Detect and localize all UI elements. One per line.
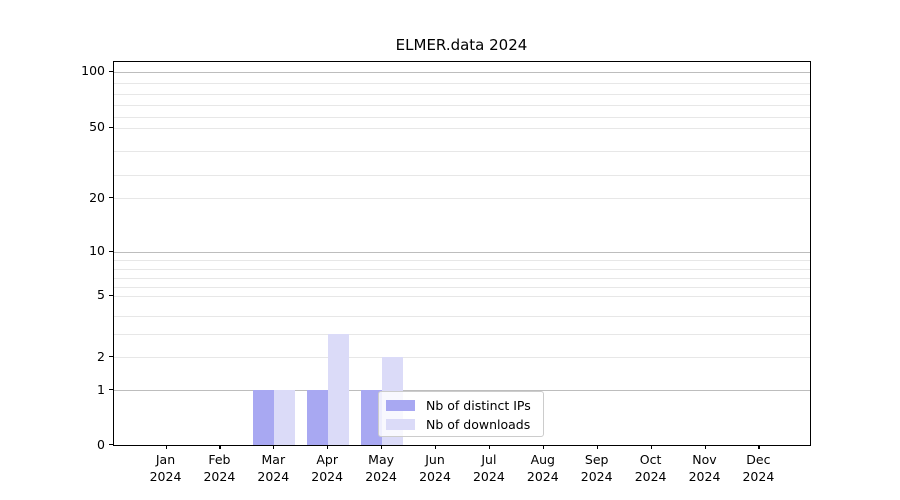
x-tick-year: 2024 xyxy=(688,468,721,484)
y-tick-mark xyxy=(109,250,113,252)
x-tick-label: Jul 2024 xyxy=(457,452,521,485)
y-tick-label: 10 xyxy=(89,243,105,259)
y-gridline xyxy=(114,357,810,358)
y-minor-gridline xyxy=(114,82,810,84)
y-tick-label: 2 xyxy=(97,348,105,364)
x-tick-label: Jun 2024 xyxy=(403,452,467,485)
y-minor-gridline xyxy=(114,277,810,279)
plot-area xyxy=(113,61,811,446)
x-tick-label: Jan 2024 xyxy=(134,452,198,485)
x-tick-year: 2024 xyxy=(419,468,451,484)
y-tick-label: 5 xyxy=(97,287,105,302)
x-tick-mark xyxy=(327,445,329,449)
x-tick-label: Dec 2024 xyxy=(726,452,790,485)
x-tick-label: Aug 2024 xyxy=(511,452,575,485)
y-gridline xyxy=(114,251,810,253)
y-gridline xyxy=(114,71,810,73)
x-tick-mark xyxy=(650,445,652,449)
x-tick-month: Jul xyxy=(481,452,497,467)
y-minor-gridline xyxy=(114,316,810,317)
x-tick-label: Mar 2024 xyxy=(241,452,305,485)
y-tick-mark xyxy=(109,197,113,199)
x-tick-mark xyxy=(435,445,437,449)
x-tick-year: 2024 xyxy=(634,468,667,484)
y-tick-label: 50 xyxy=(89,119,105,135)
y-gridline xyxy=(114,198,810,200)
x-tick-label: Nov 2024 xyxy=(673,452,737,485)
legend-label: Nb of downloads xyxy=(426,417,531,432)
x-tick-mark xyxy=(273,445,275,449)
y-gridline xyxy=(114,295,810,297)
x-tick-year: 2024 xyxy=(365,468,397,484)
y-minor-gridline xyxy=(114,286,810,288)
bar-distinct-ips xyxy=(361,390,383,445)
x-tick-year: 2024 xyxy=(742,468,775,484)
x-tick-year: 2024 xyxy=(311,468,344,484)
x-tick-year: 2024 xyxy=(526,468,559,484)
y-tick-mark xyxy=(109,70,113,72)
x-tick-mark xyxy=(758,445,760,449)
x-tick-month: Dec xyxy=(746,452,771,467)
x-tick-mark xyxy=(596,445,598,449)
y-tick-label: 1 xyxy=(97,381,105,397)
x-tick-label: Apr 2024 xyxy=(295,452,359,485)
y-tick-mark xyxy=(109,294,113,296)
x-tick-mark xyxy=(542,445,544,449)
y-tick-label: 20 xyxy=(89,189,105,205)
y-minor-gridline xyxy=(114,105,810,107)
y-tick-mark xyxy=(109,389,113,391)
y-minor-gridline xyxy=(114,116,810,118)
bar-downloads xyxy=(274,390,296,445)
y-tick-mark xyxy=(109,126,113,128)
y-minor-gridline xyxy=(114,94,810,96)
x-tick-mark xyxy=(165,445,167,449)
x-tick-mark xyxy=(488,445,491,449)
y-minor-gridline xyxy=(114,334,810,336)
x-tick-month: Aug xyxy=(530,452,555,467)
legend-swatch xyxy=(386,419,415,430)
legend-swatch xyxy=(386,400,415,411)
x-tick-year: 2024 xyxy=(203,468,236,484)
x-tick-month: Nov xyxy=(692,452,717,467)
x-tick-mark xyxy=(381,445,383,449)
x-tick-month: Apr xyxy=(316,452,338,467)
y-gridline xyxy=(114,127,810,129)
bar-distinct-ips xyxy=(253,390,275,445)
legend: Nb of distinct IPs Nb of downloads xyxy=(378,391,544,437)
bar-downloads xyxy=(328,334,350,445)
legend-item: Nb of distinct IPs xyxy=(386,396,536,415)
y-tick-mark xyxy=(109,356,113,358)
bar-distinct-ips xyxy=(307,390,329,445)
y-tick-mark xyxy=(109,444,113,446)
x-tick-month: Feb xyxy=(208,452,231,467)
x-tick-year: 2024 xyxy=(149,468,182,484)
x-tick-month: Jan xyxy=(155,452,176,467)
x-tick-month: Jun xyxy=(425,452,445,467)
y-tick-label: 0 xyxy=(97,436,105,452)
legend-item: Nb of downloads xyxy=(386,415,536,434)
legend-label: Nb of distinct IPs xyxy=(426,398,531,413)
x-tick-month: May xyxy=(368,452,395,467)
x-tick-label: Oct 2024 xyxy=(619,452,683,485)
chart-title: ELMER.data 2024 xyxy=(395,36,528,54)
x-tick-month: Oct xyxy=(639,452,662,467)
y-minor-gridline xyxy=(114,151,810,153)
x-tick-mark xyxy=(219,445,221,449)
x-tick-month: Mar xyxy=(261,452,286,467)
y-minor-gridline xyxy=(114,269,810,271)
x-tick-year: 2024 xyxy=(257,468,290,484)
y-minor-gridline xyxy=(114,260,810,262)
y-gridline xyxy=(114,390,810,391)
x-tick-label: May 2024 xyxy=(349,452,413,485)
x-tick-label: Feb 2024 xyxy=(187,452,251,485)
y-minor-gridline xyxy=(114,174,810,176)
x-tick-year: 2024 xyxy=(580,468,613,484)
y-tick-label: 100 xyxy=(81,63,105,79)
x-tick-month: Sep xyxy=(584,452,609,467)
x-tick-label: Sep 2024 xyxy=(565,452,629,485)
x-tick-year: 2024 xyxy=(472,468,505,484)
x-tick-mark xyxy=(704,445,706,449)
